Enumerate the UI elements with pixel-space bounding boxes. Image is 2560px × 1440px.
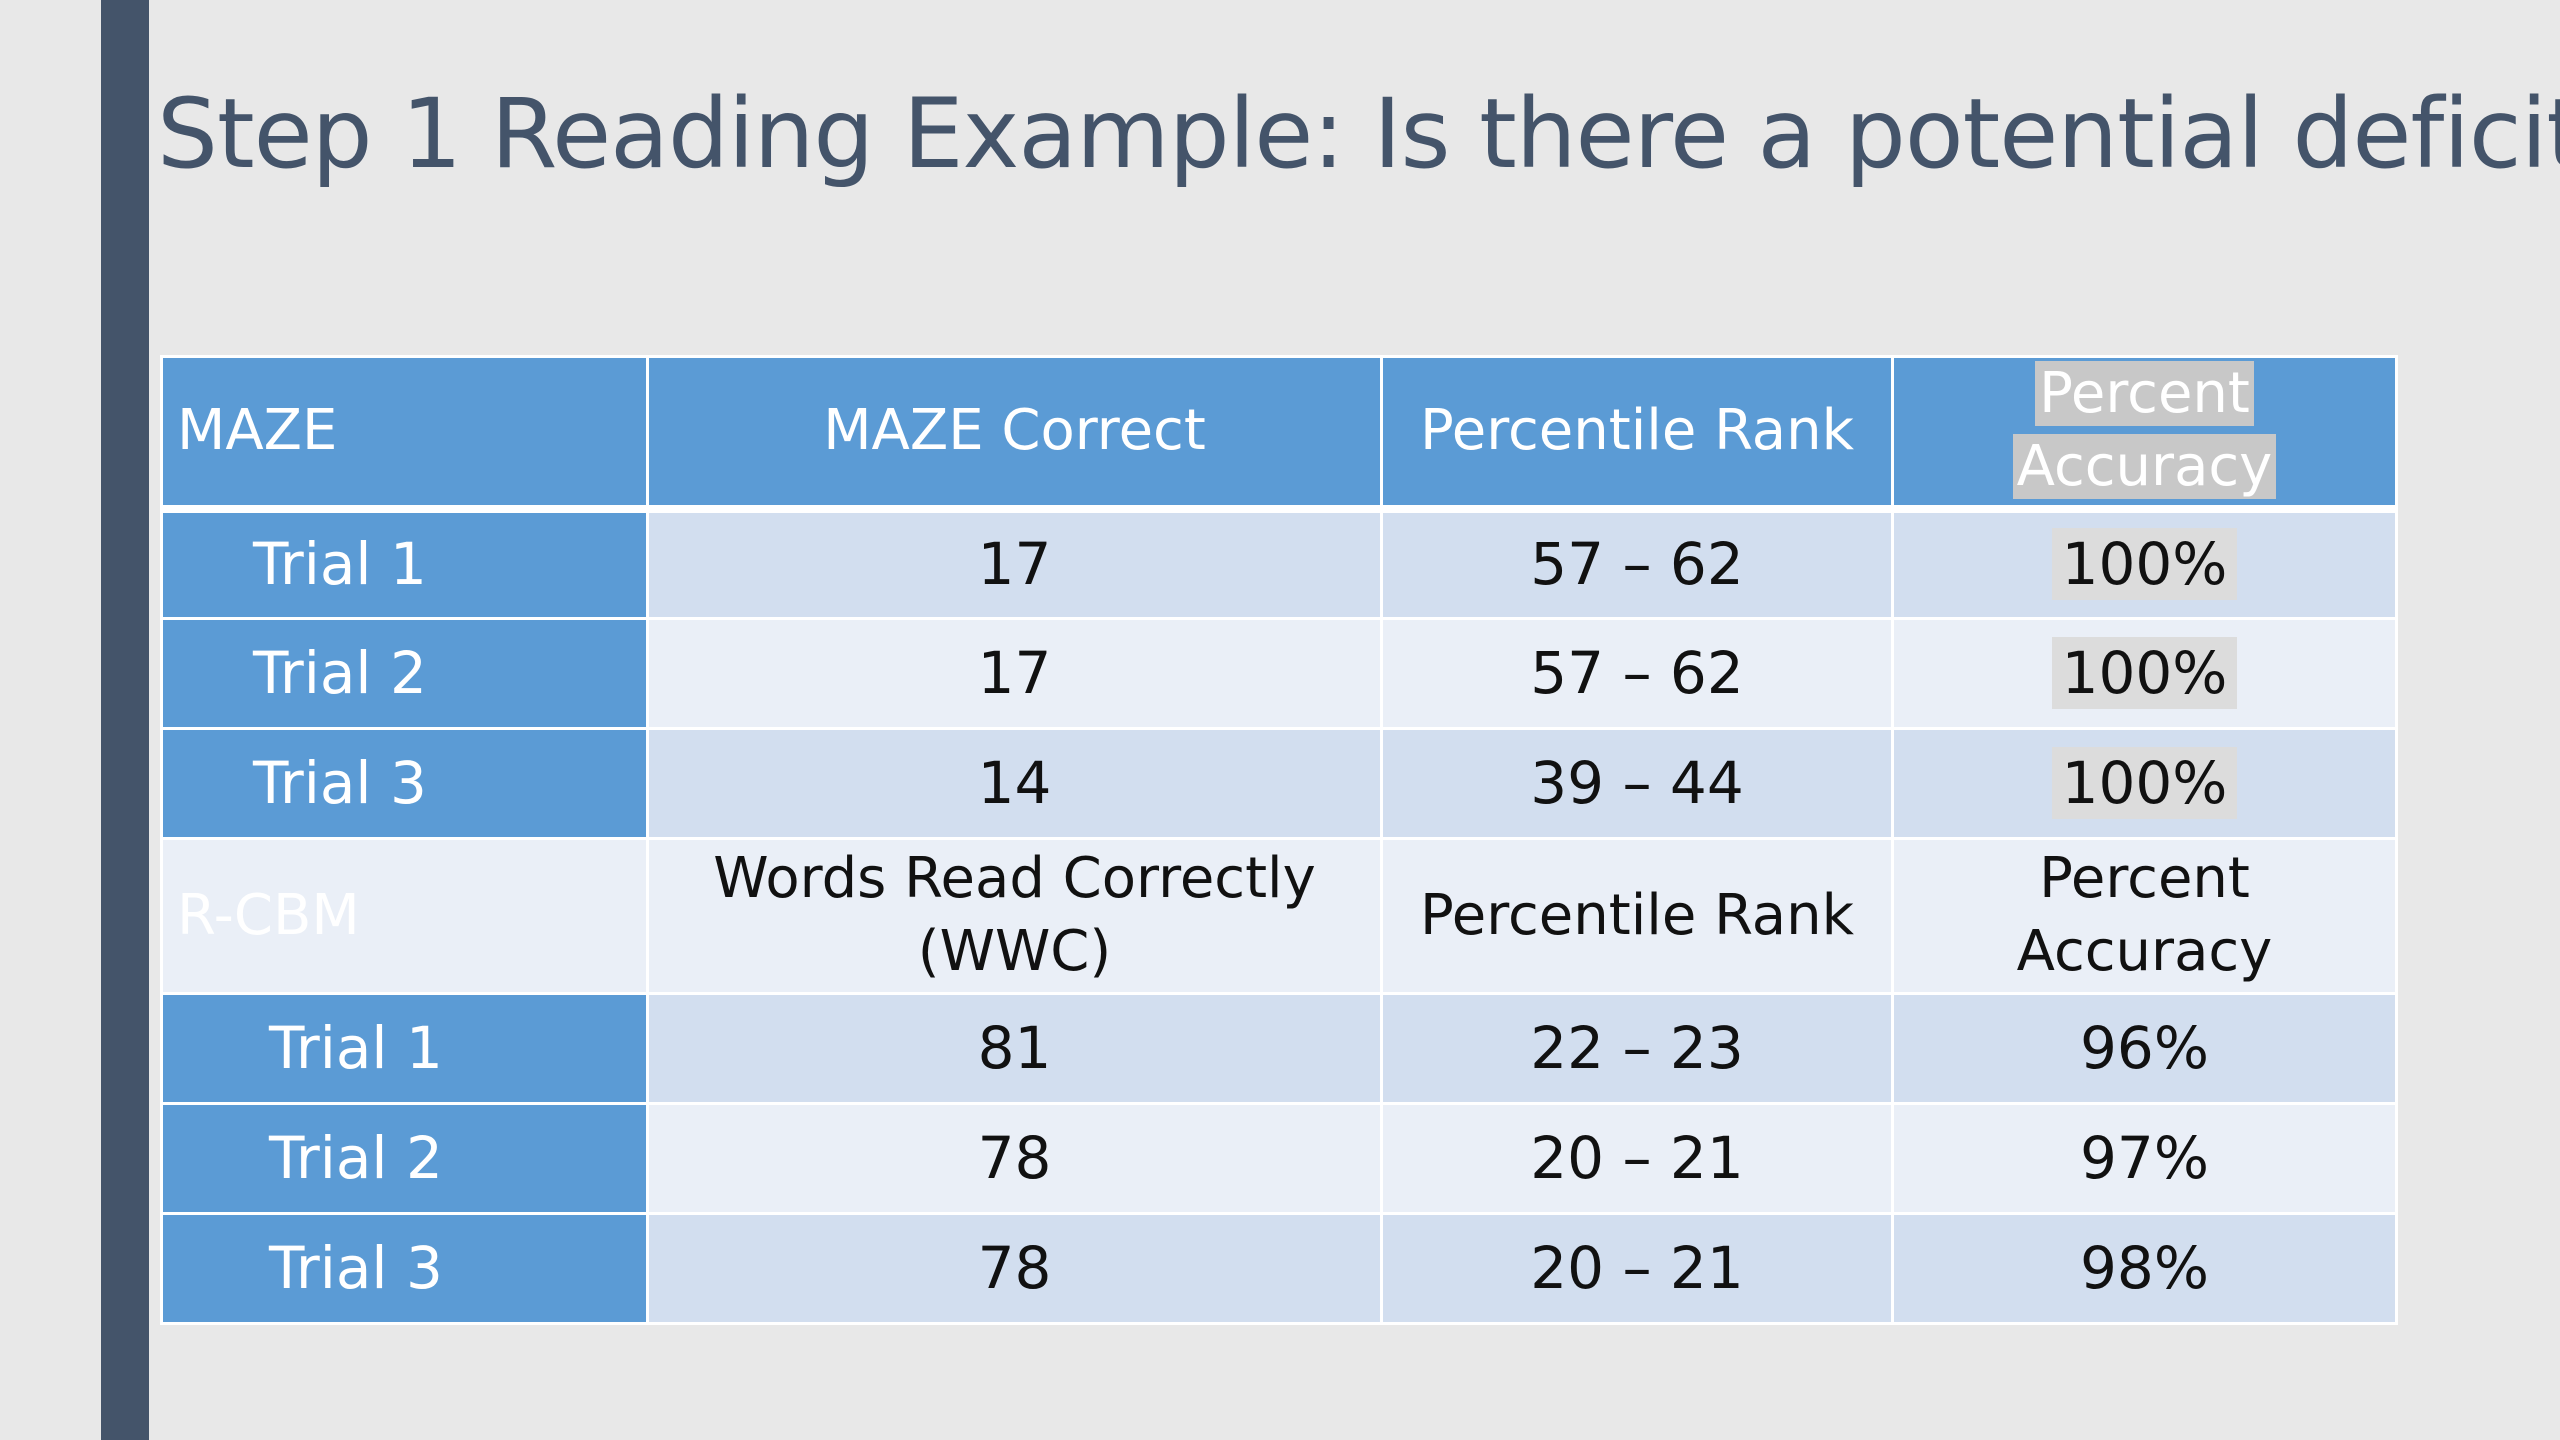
wwc-header-line1: Words Read Correctly	[713, 846, 1316, 912]
rcbm-percentile-header: Percentile Rank	[1380, 837, 1894, 995]
maze-percentile-header: Percentile Rank	[1380, 355, 1894, 510]
slide-title: Step 1 Reading Example: Is there a poten…	[157, 78, 2560, 190]
percentile-value: 57 – 62	[1380, 507, 1894, 620]
percentile-value: 57 – 62	[1380, 617, 1894, 730]
maze-correct-value: 14	[646, 727, 1383, 840]
table-row: Trial 3 14 39 – 44 100%	[160, 727, 2398, 840]
table-row: Trial 1 81 22 – 23 96%	[160, 992, 2398, 1105]
accuracy-value: 96%	[1891, 992, 2398, 1105]
accuracy-cell: 100%	[1891, 727, 2398, 840]
trial-label: Trial 1	[160, 992, 649, 1105]
maze-header-row: MAZE MAZE Correct Percentile Rank Percen…	[160, 355, 2398, 510]
table-row: Trial 3 78 20 – 21 98%	[160, 1212, 2398, 1325]
maze-accuracy-header: Percent Accuracy	[1891, 355, 2398, 510]
maze-correct-header: MAZE Correct	[646, 355, 1383, 510]
maze-correct-value: 17	[646, 617, 1383, 730]
slide-accent-bar	[101, 0, 149, 1440]
trial-label: Trial 3	[160, 727, 649, 840]
accuracy-value: 97%	[1891, 1102, 2398, 1215]
wwc-header-line2: (WWC)	[917, 919, 1112, 984]
wwc-value: 78	[646, 1212, 1383, 1325]
trial-label: Trial 3	[160, 1212, 649, 1325]
table-row: Trial 1 17 57 – 62 100%	[160, 507, 2398, 620]
accuracy-value: 100%	[2051, 528, 2238, 601]
trial-label: Trial 1	[160, 507, 649, 620]
accuracy-cell: 100%	[1891, 507, 2398, 620]
maze-header-label: MAZE	[160, 355, 649, 510]
reading-data-table: MAZE MAZE Correct Percentile Rank Percen…	[160, 355, 2398, 1325]
accuracy-value: 98%	[1891, 1212, 2398, 1325]
table-row: Trial 2 78 20 – 21 97%	[160, 1102, 2398, 1215]
rcbm-accuracy-header: Percent Accuracy	[1891, 837, 2398, 995]
accuracy-header-line1: Percent	[2035, 361, 2254, 427]
maze-correct-value: 17	[646, 507, 1383, 620]
accuracy-value: 100%	[2051, 746, 2238, 819]
wwc-value: 81	[646, 992, 1383, 1105]
accuracy-value: 100%	[2051, 636, 2238, 709]
table-row: Trial 2 17 57 – 62 100%	[160, 617, 2398, 730]
accuracy-header-line2: Accuracy	[2012, 434, 2277, 500]
rcbm-header-row: R-CBM Words Read Correctly (WWC) Percent…	[160, 837, 2398, 995]
percentile-value: 20 – 21	[1380, 1102, 1894, 1215]
trial-label: Trial 2	[160, 1102, 649, 1215]
percentile-value: 20 – 21	[1380, 1212, 1894, 1325]
wwc-value: 78	[646, 1102, 1383, 1215]
rcbm-header-label: R-CBM	[160, 837, 649, 995]
percentile-value: 39 – 44	[1380, 727, 1894, 840]
trial-label: Trial 2	[160, 617, 649, 730]
percentile-value: 22 – 23	[1380, 992, 1894, 1105]
wwc-header: Words Read Correctly (WWC)	[646, 837, 1383, 995]
accuracy-cell: 100%	[1891, 617, 2398, 730]
